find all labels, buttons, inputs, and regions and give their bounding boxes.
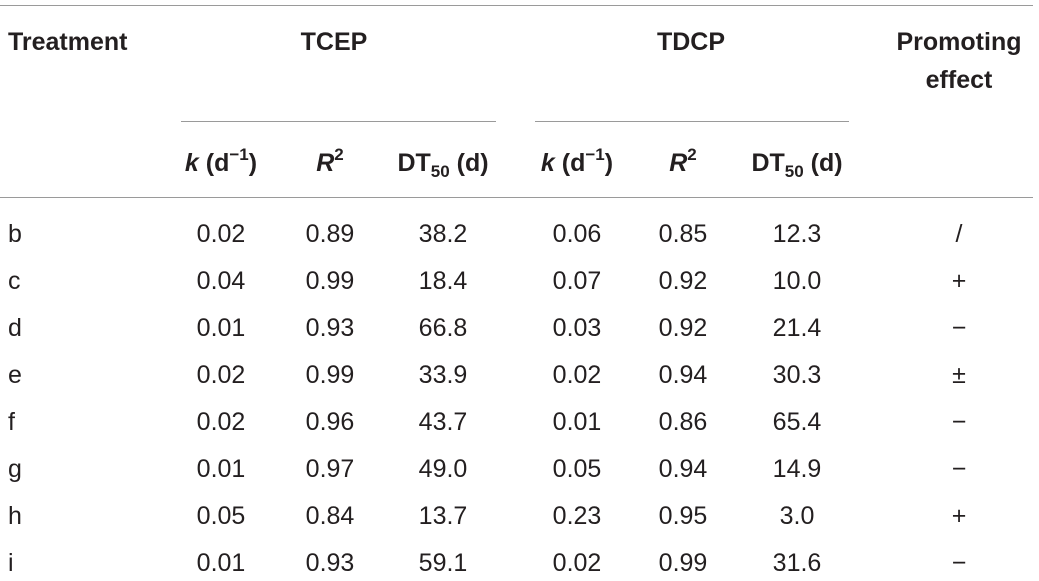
cell-tdcp-r2: 0.86 [658, 408, 708, 436]
cell-effect: + [951, 502, 967, 530]
cell-tcep-r2: 0.89 [305, 220, 355, 248]
cell-tdcp-dt50: 30.3 [772, 361, 822, 389]
cell-tdcp-r2: 0.92 [658, 314, 708, 342]
cell-tdcp-k: 0.03 [552, 314, 602, 342]
header-bottom-rule [0, 197, 1033, 198]
cell-effect: / [955, 220, 963, 248]
cell-tcep-r2: 0.99 [305, 361, 355, 389]
cell-tdcp-dt50: 14.9 [772, 455, 822, 483]
cell-tdcp-k: 0.06 [552, 220, 602, 248]
header-group-tdcp: TDCP [656, 28, 726, 56]
cell-treatment: i [8, 549, 14, 577]
cell-tcep-k: 0.01 [196, 455, 246, 483]
cell-tdcp-k: 0.23 [552, 502, 602, 530]
cell-tdcp-dt50: 21.4 [772, 314, 822, 342]
cell-tcep-k: 0.05 [196, 502, 246, 530]
cell-tcep-k: 0.04 [196, 267, 246, 295]
header-tdcp-r2: R2 [669, 145, 697, 177]
header-tdcp-k: k (d−1) [540, 145, 614, 177]
cell-effect: − [951, 549, 967, 577]
header-tcep-k: k (d−1) [184, 145, 258, 177]
cell-tdcp-dt50: 10.0 [772, 267, 822, 295]
cell-tdcp-r2: 0.94 [658, 361, 708, 389]
cell-tcep-r2: 0.97 [305, 455, 355, 483]
cell-tcep-r2: 0.93 [305, 549, 355, 577]
cell-tcep-k: 0.01 [196, 549, 246, 577]
cell-tcep-r2: 0.84 [305, 502, 355, 530]
header-tdcp-dt50: DT50 (d) [751, 149, 843, 181]
cell-effect: − [951, 408, 967, 436]
cell-tcep-k: 0.02 [196, 220, 246, 248]
top-rule [0, 5, 1033, 6]
cell-tdcp-r2: 0.94 [658, 455, 708, 483]
cell-tcep-r2: 0.99 [305, 267, 355, 295]
cell-treatment: e [8, 361, 22, 389]
cell-tcep-dt50: 13.7 [418, 502, 468, 530]
cell-tdcp-dt50: 12.3 [772, 220, 822, 248]
header-effect: effect [925, 66, 993, 94]
cell-treatment: f [8, 408, 15, 436]
header-tcep-dt50: DT50 (d) [397, 149, 489, 181]
cell-tdcp-k: 0.01 [552, 408, 602, 436]
cell-tdcp-k: 0.05 [552, 455, 602, 483]
cell-effect: + [951, 267, 967, 295]
cell-treatment: h [8, 502, 22, 530]
cell-tcep-k: 0.02 [196, 361, 246, 389]
cell-tcep-dt50: 43.7 [418, 408, 468, 436]
cell-tdcp-dt50: 65.4 [772, 408, 822, 436]
cell-tcep-dt50: 38.2 [418, 220, 468, 248]
cell-tcep-dt50: 49.0 [418, 455, 468, 483]
cell-tdcp-k: 0.07 [552, 267, 602, 295]
cell-tdcp-k: 0.02 [552, 549, 602, 577]
cell-treatment: d [8, 314, 22, 342]
cell-treatment: b [8, 220, 22, 248]
cell-tdcp-dt50: 3.0 [779, 502, 815, 530]
tdcp-group-rule [535, 121, 849, 122]
cell-tdcp-r2: 0.95 [658, 502, 708, 530]
cell-tcep-dt50: 59.1 [418, 549, 468, 577]
cell-tcep-r2: 0.96 [305, 408, 355, 436]
cell-effect: − [951, 314, 967, 342]
cell-tcep-dt50: 33.9 [418, 361, 468, 389]
cell-tcep-k: 0.01 [196, 314, 246, 342]
tcep-group-rule [181, 121, 496, 122]
cell-tdcp-r2: 0.85 [658, 220, 708, 248]
header-promoting: Promoting [896, 28, 1022, 56]
cell-effect: − [951, 455, 967, 483]
header-tcep-r2: R2 [316, 145, 344, 177]
cell-treatment: c [8, 267, 21, 295]
cell-tdcp-k: 0.02 [552, 361, 602, 389]
header-treatment: Treatment [8, 28, 128, 56]
cell-treatment: g [8, 455, 22, 483]
cell-tdcp-dt50: 31.6 [772, 549, 822, 577]
cell-effect: ± [952, 361, 966, 389]
cell-tcep-k: 0.02 [196, 408, 246, 436]
cell-tcep-dt50: 66.8 [418, 314, 468, 342]
cell-tdcp-r2: 0.99 [658, 549, 708, 577]
cell-tdcp-r2: 0.92 [658, 267, 708, 295]
header-group-tcep: TCEP [300, 28, 368, 56]
cell-tcep-dt50: 18.4 [418, 267, 468, 295]
cell-tcep-r2: 0.93 [305, 314, 355, 342]
